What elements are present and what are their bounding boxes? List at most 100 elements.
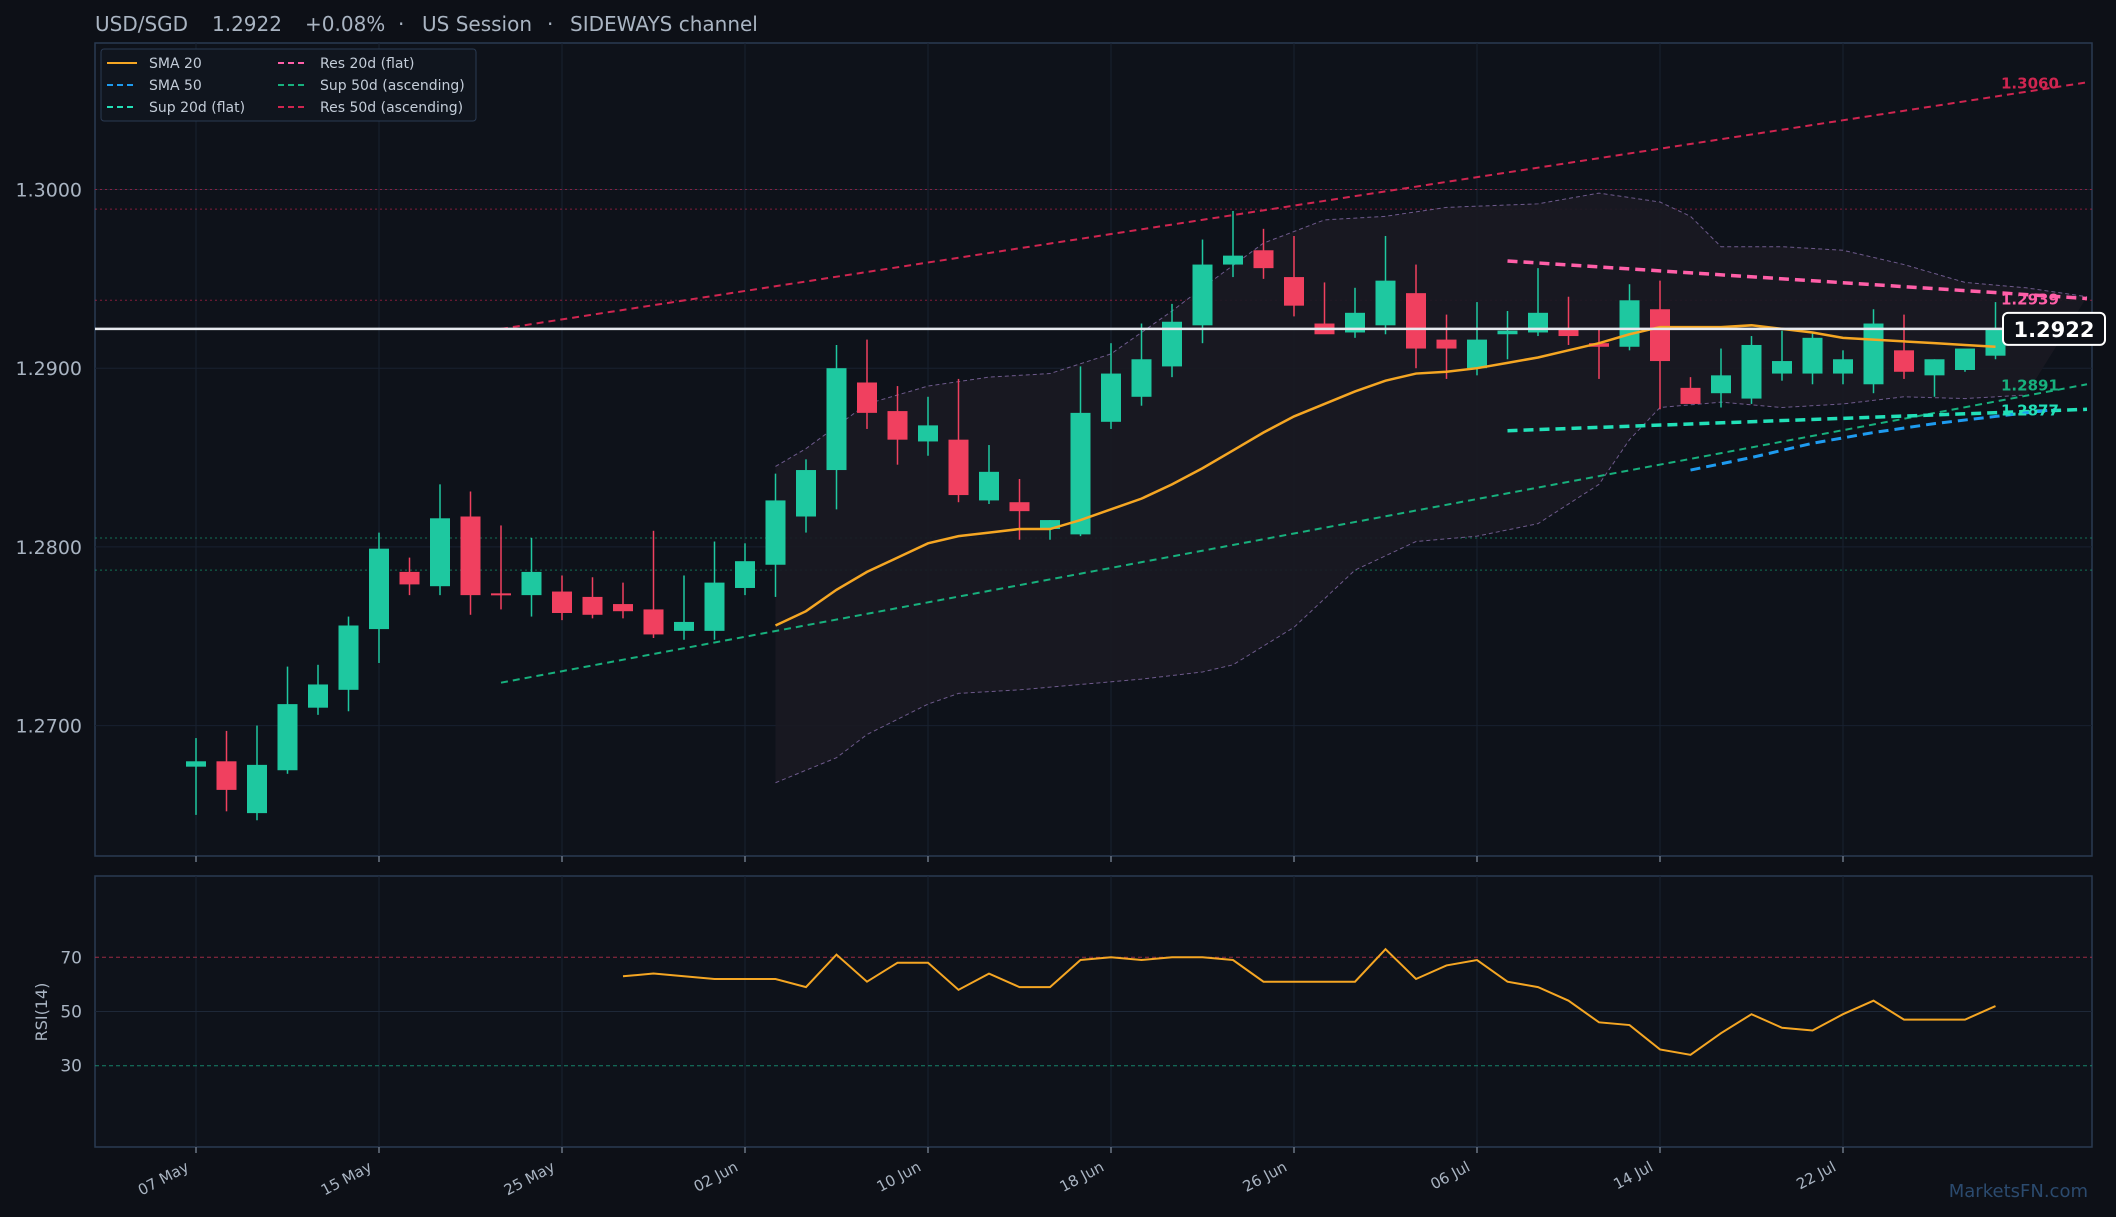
candle-body	[1192, 264, 1213, 326]
rsi-y-axis: 30 50 70	[60, 948, 82, 1076]
candle-body	[216, 761, 237, 790]
candle-body	[521, 571, 542, 596]
bollinger-band	[775, 192, 2088, 784]
chart-legend: SMA 20 SMA 50 Sup 20d (flat) Res 20d (flat)…	[100, 48, 477, 122]
price-tick-label: 1.2700	[16, 716, 82, 738]
header-session: US Session	[422, 12, 532, 36]
candle-body	[643, 609, 664, 635]
legend-label: Res 20d (flat)	[320, 56, 414, 72]
candle-body	[826, 368, 847, 471]
candle-body	[1711, 375, 1731, 394]
candle-body	[460, 516, 481, 596]
last-price-tag	[2002, 311, 2106, 346]
header-change: +0.08%	[305, 12, 385, 36]
candle-body	[1345, 312, 1365, 333]
candle-body	[1223, 255, 1243, 265]
candle-body	[1040, 520, 1060, 530]
candle-body	[277, 704, 298, 771]
candle-body	[613, 604, 633, 612]
chart-header: USD/SGD 1.2922 +0.08% · US Session · SID…	[95, 12, 758, 36]
header-separator-2: ·	[547, 12, 553, 36]
level-label: 1.2939	[2001, 291, 2059, 309]
level-label: 1.3060	[2001, 74, 2059, 92]
last-price-line: 1.2922	[95, 311, 2106, 346]
bollinger-fill	[775, 193, 2087, 783]
candle-body	[796, 470, 816, 517]
bollinger-upper	[775, 192, 2088, 467]
candle-body	[399, 571, 420, 585]
candle-body	[369, 548, 389, 630]
candle-body	[1589, 343, 1609, 347]
price-y-axis: 1.2700 1.2800 1.2900 1.3000	[16, 180, 82, 738]
candle-body	[857, 382, 877, 413]
sma50-line	[1690, 407, 2057, 472]
candle-body	[247, 764, 267, 814]
candle-body	[1741, 344, 1762, 399]
candle-body	[430, 518, 450, 587]
rsi-tick-label: 50	[60, 1003, 82, 1023]
candle-body	[948, 439, 969, 496]
candle-body	[308, 684, 328, 708]
level-labels: 1.3060 1.2939 1.2891 1.2877	[2001, 74, 2059, 419]
candle-body	[918, 425, 938, 442]
candle-body	[1436, 339, 1457, 349]
candle-body	[1162, 321, 1182, 367]
candle-body	[1406, 293, 1426, 349]
header-price: 1.2922	[212, 12, 282, 36]
candle-body	[1894, 350, 1914, 372]
trend-line	[1507, 259, 2088, 301]
candle-body	[765, 500, 786, 565]
candle-body	[1833, 359, 1853, 374]
rsi-tick-label: 70	[60, 948, 82, 968]
level-label: 1.2877	[2001, 401, 2059, 419]
candle-body	[582, 596, 603, 615]
level-label: 1.2891	[2001, 376, 2059, 394]
candle-body	[887, 411, 908, 440]
candle-body	[1528, 312, 1548, 333]
legend-label: SMA 50	[149, 78, 202, 94]
candle-body	[338, 625, 359, 690]
bollinger-lower	[775, 394, 2027, 784]
candle-body	[1375, 280, 1396, 326]
candle-body	[1924, 359, 1945, 376]
candle-body	[1131, 359, 1152, 397]
candle-body	[1101, 373, 1121, 422]
candle-body	[491, 593, 511, 596]
last-price-value: 1.2922	[2013, 318, 2094, 342]
candlesticks	[186, 210, 2006, 821]
rsi-tick-label: 30	[60, 1057, 82, 1077]
candle-body	[735, 561, 755, 588]
header-separator-1: ·	[398, 12, 404, 36]
rsi-line	[622, 947, 1996, 1056]
rsi-gridlines	[95, 876, 2092, 1147]
candle-body	[1863, 323, 1884, 385]
trend-line	[1507, 407, 2088, 433]
price-tick-label: 1.2800	[16, 537, 82, 559]
rsi-axis-label: RSI(14)	[32, 983, 51, 1042]
candle-body	[1070, 412, 1091, 535]
legend-label: Sup 50d (ascending)	[320, 78, 465, 94]
candle-body	[1650, 309, 1670, 362]
candle-body	[552, 591, 572, 613]
trend-line	[500, 81, 2088, 330]
candle-body	[979, 471, 999, 501]
candle-body	[1772, 361, 1792, 374]
candle-body	[1284, 277, 1304, 306]
candle-body	[1680, 387, 1701, 404]
candle-body	[1009, 502, 1030, 512]
price-tick-label: 1.2900	[16, 358, 82, 380]
header-regime: SIDEWAYS channel	[570, 12, 758, 36]
candle-body	[1985, 328, 2006, 356]
legend-label: Sup 20d (flat)	[149, 100, 245, 116]
price-tick-label: 1.3000	[16, 180, 82, 202]
trend-lines	[500, 81, 2088, 684]
candle-body	[704, 582, 725, 631]
candle-body	[1253, 250, 1274, 269]
candle-body	[674, 621, 694, 631]
candle-body	[1467, 339, 1487, 369]
candle-body	[1955, 348, 1975, 370]
rsi-series	[622, 947, 1996, 1056]
candle-body	[1558, 328, 1579, 337]
legend-label: SMA 20	[149, 56, 202, 72]
